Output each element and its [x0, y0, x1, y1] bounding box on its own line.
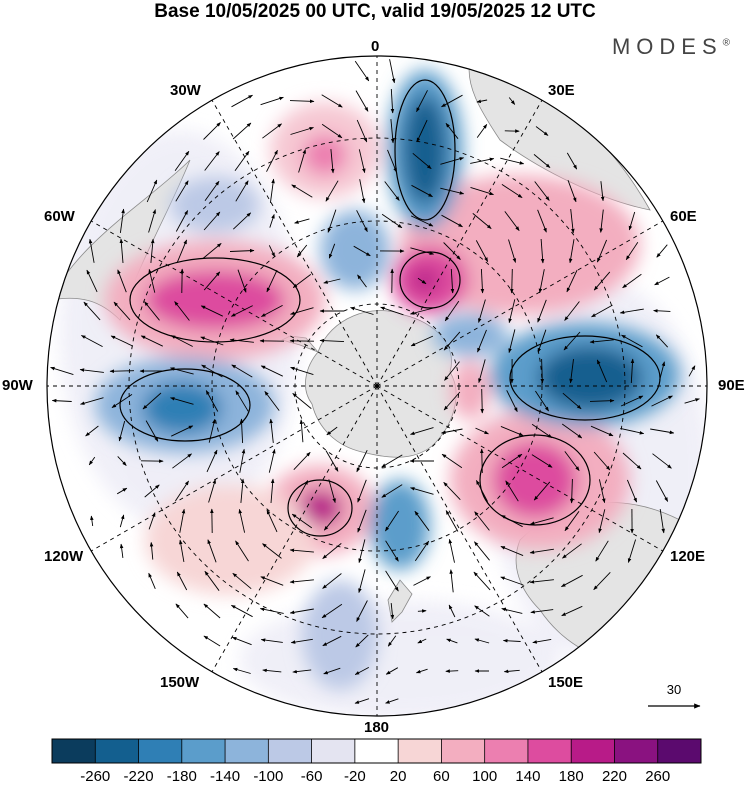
colorbar-tick-label: -100: [253, 768, 283, 785]
colorbar-tick-label: -140: [210, 768, 240, 785]
colorbar-swatch: [658, 739, 702, 763]
colorbar-swatch: [571, 739, 615, 763]
colorbar-swatch: [398, 739, 442, 763]
wind-vector: [512, 269, 513, 293]
colorbar-swatch: [268, 739, 312, 763]
colorbar-swatch: [95, 739, 139, 763]
wind-vector: [418, 611, 426, 612]
colorbar-tick-label: 140: [515, 768, 540, 785]
lon-label-60e: 60E: [670, 208, 697, 226]
colorbar-tick-label: 260: [645, 768, 670, 785]
colorbar-swatch: [441, 739, 485, 763]
colorbar-swatch: [528, 739, 572, 763]
colorbar-swatch: [614, 739, 658, 763]
colorbar-tick-label: -260: [80, 768, 110, 785]
lon-label-90w: 90W: [2, 377, 33, 395]
wind-vector: [482, 449, 483, 473]
wind-vector: [482, 389, 483, 413]
lon-label-120e: 120E: [670, 548, 705, 566]
vector-scale-label: 30: [667, 682, 681, 697]
lon-label-30w: 30W: [170, 82, 201, 100]
colorbar-tick-label: -220: [124, 768, 154, 785]
colorbar-swatch: [355, 739, 399, 763]
colorbar-swatch: [182, 739, 226, 763]
lon-label-120w: 120W: [44, 548, 83, 566]
colorbar-swatch: [52, 739, 96, 763]
colorbar-swatch: [139, 739, 183, 763]
lon-label-180: 180: [364, 719, 389, 737]
lon-label-60w: 60W: [44, 208, 75, 226]
map-disc: [40, 50, 720, 730]
colorbar-swatch: [485, 739, 529, 763]
colorbar-swatch: [225, 739, 269, 763]
colorbar-tick-label: 100: [472, 768, 497, 785]
colorbar-tick-label: -180: [167, 768, 197, 785]
colorbar: [52, 739, 701, 763]
lon-label-150w: 150W: [160, 674, 199, 692]
lon-label-90e: 90E: [718, 377, 745, 395]
wind-vector: [446, 671, 458, 672]
colorbar-swatch: [312, 739, 356, 763]
colorbar-tick-label: 220: [602, 768, 627, 785]
colorbar-tick-label: 180: [559, 768, 584, 785]
wind-vector: [110, 371, 134, 372]
colorbar-tick-label: -20: [344, 768, 366, 785]
lon-label-30e: 30E: [548, 82, 575, 100]
colorbar-tick-label: 60: [433, 768, 450, 785]
lon-label-0: 0: [371, 38, 379, 56]
colorbar-tick-label: -60: [301, 768, 323, 785]
lon-label-150e: 150E: [548, 674, 583, 692]
colorbar-tick-label: 20: [390, 768, 407, 785]
